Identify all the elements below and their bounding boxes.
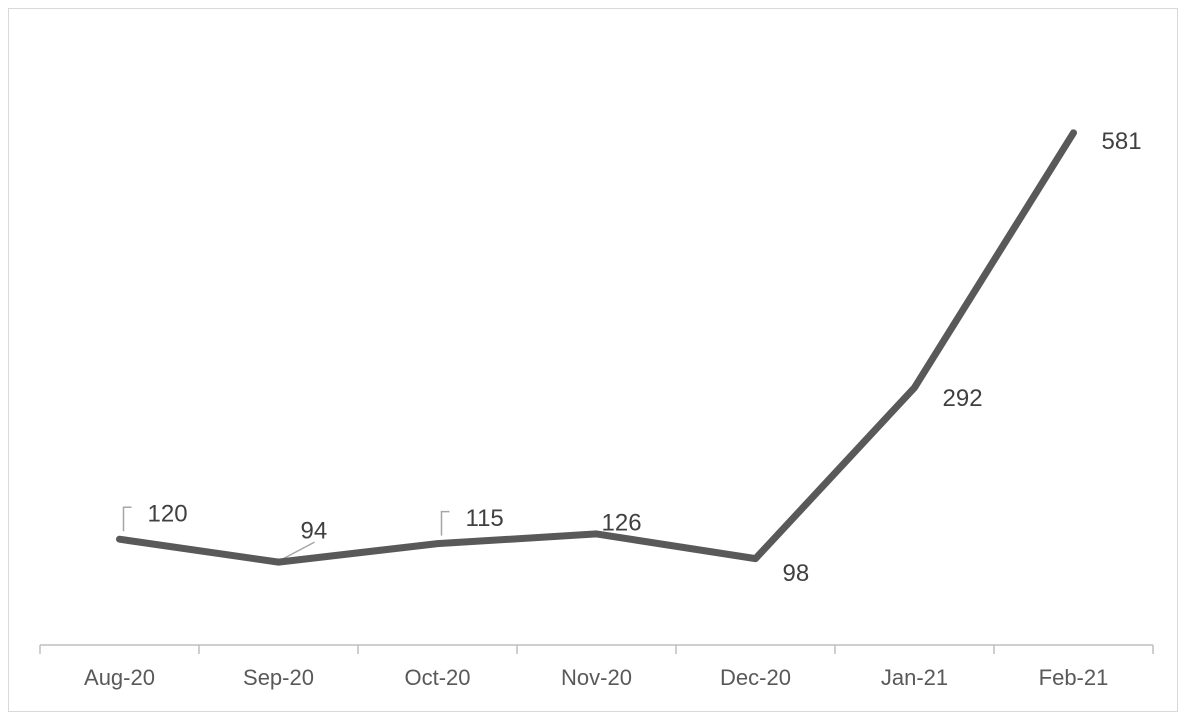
data-point-aug-20 bbox=[118, 538, 121, 541]
leader-line bbox=[280, 541, 315, 561]
leader-line bbox=[122, 506, 132, 532]
series-line-layer bbox=[116, 129, 1077, 566]
data-point-dec-20 bbox=[754, 557, 757, 560]
data-label: 94 bbox=[301, 517, 328, 544]
data-label: 120 bbox=[148, 501, 188, 528]
data-label: 292 bbox=[943, 385, 983, 412]
chart-frame bbox=[8, 8, 1178, 712]
x-tick-label: Sep-20 bbox=[243, 665, 314, 690]
data-point-oct-20 bbox=[436, 542, 439, 545]
x-axis bbox=[39, 644, 1154, 654]
x-tick-label: Aug-20 bbox=[84, 665, 155, 690]
data-label: 98 bbox=[783, 560, 810, 587]
data-labels: 120 94 115 126 98 292 581 bbox=[148, 128, 1142, 587]
data-point-jan-21 bbox=[913, 386, 916, 389]
x-tick-label: Oct-20 bbox=[404, 665, 470, 690]
data-label: 115 bbox=[466, 505, 504, 532]
data-label: 581 bbox=[1102, 128, 1142, 155]
leader-line bbox=[440, 510, 450, 536]
x-tick-label: Jan-21 bbox=[881, 665, 948, 690]
data-point-feb-21 bbox=[1072, 131, 1075, 134]
x-tick-label: Nov-20 bbox=[561, 665, 632, 690]
x-tick-label: Dec-20 bbox=[720, 665, 791, 690]
series-line bbox=[116, 129, 1077, 566]
x-tick-label: Feb-21 bbox=[1039, 665, 1109, 690]
leader-lines bbox=[122, 506, 450, 561]
data-point-sep-20 bbox=[277, 561, 280, 564]
data-label: 126 bbox=[602, 509, 642, 536]
x-tick-labels: Aug-20 Sep-20 Oct-20 Nov-20 Dec-20 Jan-21 Feb-… bbox=[84, 665, 1108, 690]
data-point-nov-20 bbox=[595, 532, 598, 535]
